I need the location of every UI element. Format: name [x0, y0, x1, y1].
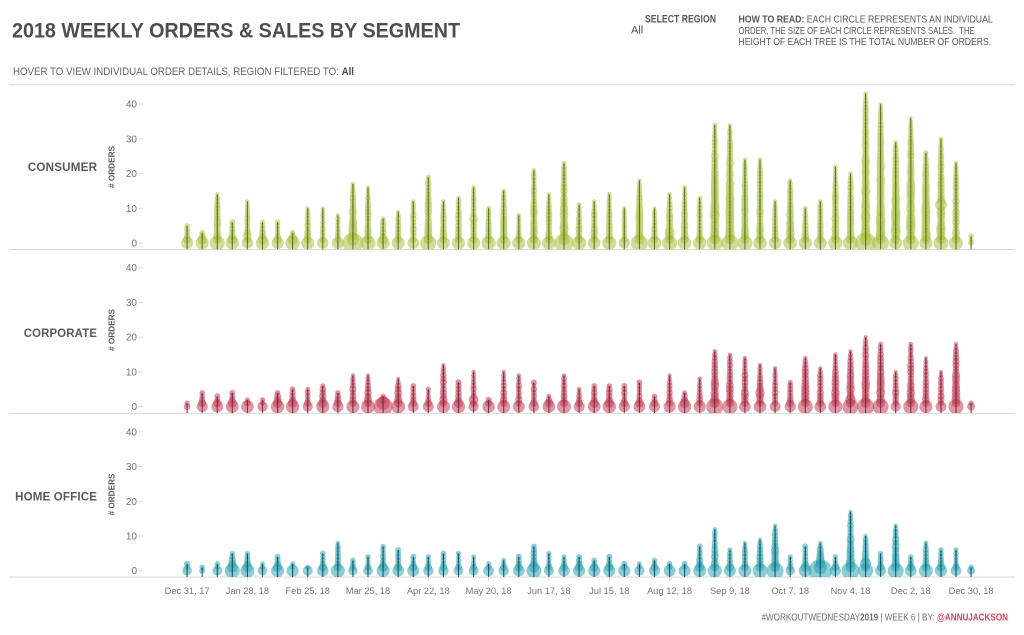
svg-text:2018 WEEKLY ORDERS & SALES BY: 2018 WEEKLY ORDERS & SALES BY SEGMENT [12, 19, 460, 43]
svg-text:30: 30 [126, 462, 138, 473]
svg-text:CONSUMER: CONSUMER [28, 160, 97, 174]
svg-text:All: All [631, 25, 643, 37]
svg-text:# ORDERS: # ORDERS [107, 473, 117, 515]
svg-text:Mar 25, 18: Mar 25, 18 [346, 586, 390, 596]
svg-text:20: 20 [126, 497, 138, 508]
svg-text:ORDER, THE SIZE OF EACH CIRCLE: ORDER, THE SIZE OF EACH CIRCLE REPRESENT… [739, 26, 975, 37]
svg-text:40: 40 [126, 100, 138, 111]
svg-text:Dec 31, 17: Dec 31, 17 [165, 586, 210, 596]
svg-text:40: 40 [126, 263, 138, 274]
svg-text:CORPORATE: CORPORATE [24, 326, 97, 340]
svg-text:20: 20 [126, 169, 138, 180]
svg-text:Feb 25, 18: Feb 25, 18 [285, 586, 329, 596]
svg-text:HOVER TO VIEW INDIVIDUAL ORDER: HOVER TO VIEW INDIVIDUAL ORDER DETAILS, … [13, 66, 354, 78]
svg-text:Aug 12, 18: Aug 12, 18 [647, 586, 692, 596]
svg-text:Jul 15, 18: Jul 15, 18 [589, 586, 629, 596]
svg-text:30: 30 [126, 298, 138, 309]
svg-text:Dec 2, 18: Dec 2, 18 [891, 586, 931, 596]
svg-text:Apr 22, 18: Apr 22, 18 [407, 586, 450, 596]
svg-text:20: 20 [126, 333, 138, 344]
svg-text:HOME OFFICE: HOME OFFICE [15, 490, 97, 504]
svg-text:30: 30 [126, 134, 138, 145]
svg-text:0: 0 [131, 239, 137, 250]
svg-text:40: 40 [126, 427, 138, 438]
svg-text:HOW TO READ: EACH CIRCLE REPRE: HOW TO READ: EACH CIRCLE REPRESENTS AN I… [739, 15, 994, 26]
svg-text:Nov 4, 18: Nov 4, 18 [831, 586, 871, 596]
svg-text:#WORKOUTWEDNESDAY2019 | WEEK 6: #WORKOUTWEDNESDAY2019 | WEEK 6 | BY: @AN… [762, 613, 1008, 624]
svg-text:Oct 7, 18: Oct 7, 18 [771, 586, 809, 596]
svg-text:HEIGHT OF EACH TREE IS THE TOT: HEIGHT OF EACH TREE IS THE TOTAL NUMBER … [739, 37, 992, 48]
svg-text:# ORDERS: # ORDERS [107, 309, 117, 351]
svg-text:SELECT REGION: SELECT REGION [645, 14, 716, 26]
svg-text:Jan 28, 18: Jan 28, 18 [226, 586, 269, 596]
svg-text:# ORDERS: # ORDERS [107, 146, 117, 188]
svg-text:0: 0 [131, 402, 137, 413]
svg-text:10: 10 [126, 204, 138, 215]
svg-text:Sep 9, 18: Sep 9, 18 [710, 586, 750, 596]
svg-text:10: 10 [126, 367, 138, 378]
svg-text:10: 10 [126, 532, 138, 543]
svg-text:May 20, 18: May 20, 18 [466, 586, 512, 596]
svg-text:0: 0 [131, 566, 137, 577]
svg-text:Jun 17, 18: Jun 17, 18 [527, 586, 570, 596]
svg-text:Dec 30, 18: Dec 30, 18 [949, 586, 994, 596]
